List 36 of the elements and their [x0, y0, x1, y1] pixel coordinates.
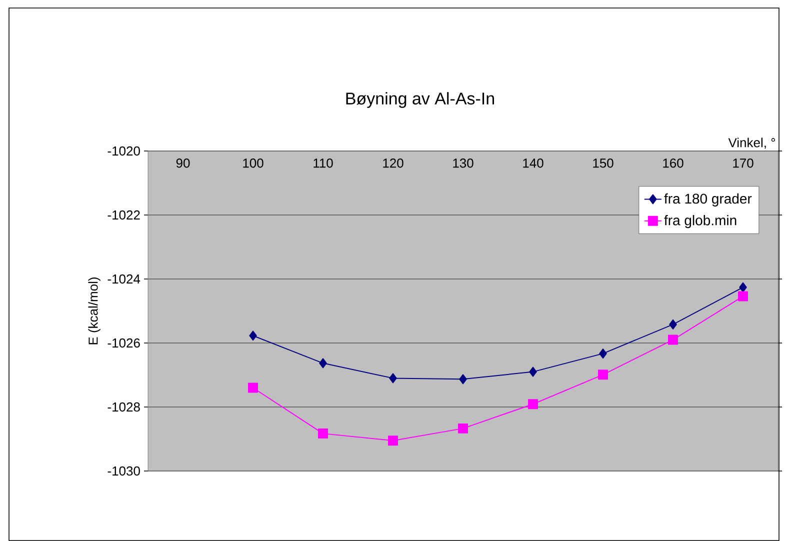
- point: [249, 330, 257, 341]
- x-tick-label: 130: [453, 158, 474, 168]
- chart-title: Bøyning av Al-As-In: [346, 92, 494, 108]
- point: [248, 382, 258, 393]
- point: [458, 423, 468, 434]
- y-tick-label: -1020: [108, 146, 140, 156]
- point: [388, 436, 398, 446]
- point: [528, 399, 538, 410]
- y-tick-label: -1022: [108, 210, 140, 220]
- x-tick-label: 160: [663, 158, 684, 168]
- x-axis-title: Vinkel, °: [728, 138, 776, 149]
- y-tick-label: -1030: [108, 466, 140, 476]
- y-tick-label: -1024: [108, 274, 140, 284]
- point: [459, 374, 467, 384]
- legend-label: fra glob.min: [664, 215, 736, 228]
- point: [598, 370, 608, 380]
- x-tick-label: 150: [593, 158, 614, 168]
- point: [389, 373, 397, 384]
- legend-label: fra 180 grader: [664, 193, 752, 206]
- x-tick-label: 170: [733, 158, 754, 168]
- y-tick-label: -1028: [108, 402, 140, 412]
- point: [739, 282, 747, 292]
- x-tick-label: 90: [176, 158, 190, 168]
- point: [668, 334, 678, 345]
- x-tick-label: 120: [383, 158, 404, 168]
- point: [319, 358, 327, 368]
- x-tick-label: 110: [314, 158, 333, 168]
- point: [738, 291, 748, 302]
- y-axis-title: E (kcal/mol): [88, 278, 100, 344]
- x-tick-label: 100: [243, 158, 264, 168]
- point: [669, 319, 677, 330]
- point: [318, 428, 328, 439]
- point: [529, 366, 537, 377]
- point: [599, 348, 607, 359]
- x-tick-label: 140: [523, 158, 544, 168]
- y-tick-label: -1026: [108, 338, 140, 348]
